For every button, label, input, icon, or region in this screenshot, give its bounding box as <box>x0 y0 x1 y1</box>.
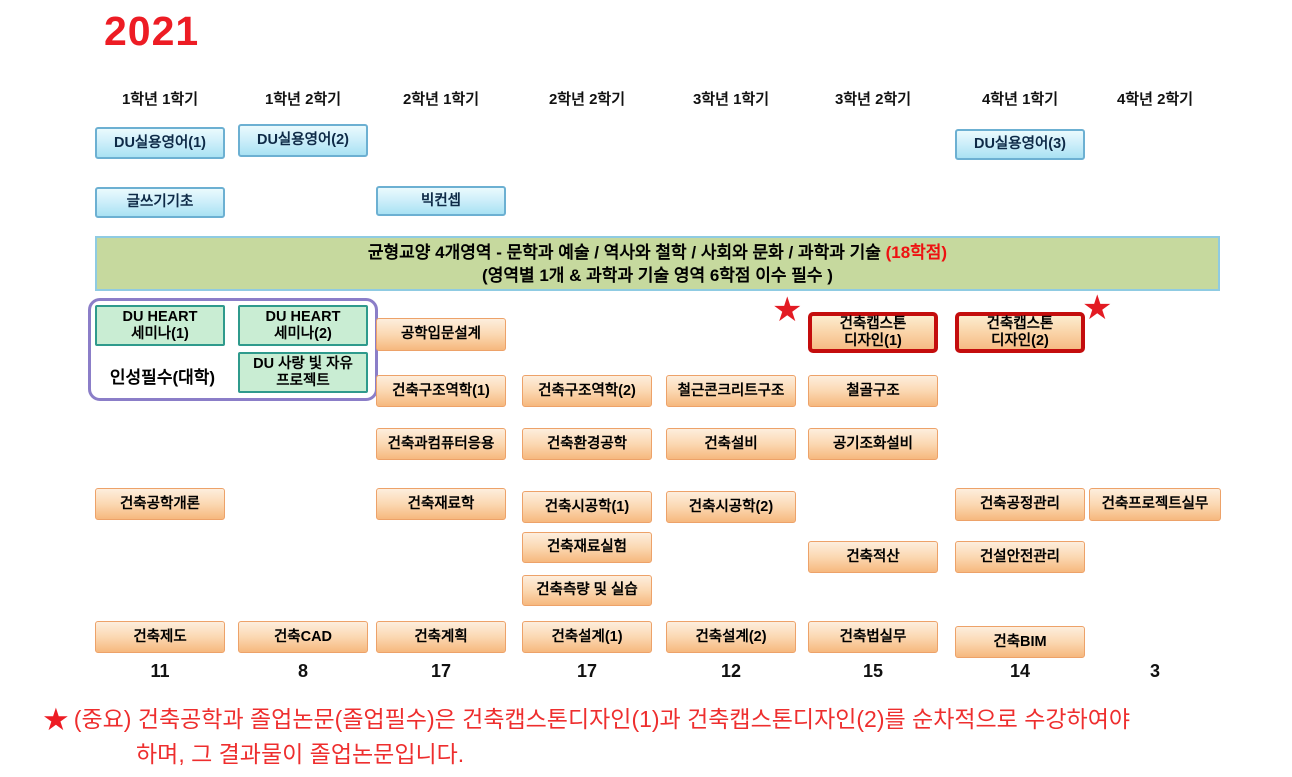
course-box: 글쓰기기초 <box>95 187 225 218</box>
column-total: 12 <box>720 661 742 681</box>
course-box: DU실용영어(2) <box>238 124 368 157</box>
course-box: 건축공정관리 <box>955 488 1085 521</box>
course-box: 건축BIM <box>955 626 1085 658</box>
column-total: 14 <box>1009 661 1031 681</box>
year-title: 2021 <box>104 8 200 54</box>
course-box: 건축설비 <box>666 428 796 460</box>
column-total: 11 <box>150 661 170 681</box>
course-box: 건축환경공학 <box>522 428 652 460</box>
column-total: 8 <box>297 661 308 681</box>
column-header: 2학년 2학기 <box>548 91 626 108</box>
general-education-banner: 균형교양 4개영역 - 문학과 예술 / 역사와 철학 / 사회와 문화 / 과… <box>95 236 1220 291</box>
course-box: DU실용영어(3) <box>955 129 1085 160</box>
course-box: DU실용영어(1) <box>95 127 225 159</box>
course-box: 건설안전관리 <box>955 541 1085 573</box>
course-box: 건축재료학 <box>376 488 506 520</box>
course-box: DU HEART 세미나(1) <box>95 305 225 346</box>
course-box: 건축재료실험 <box>522 532 652 563</box>
course-box: 건축적산 <box>808 541 938 573</box>
course-box: 빅컨셉 <box>376 186 506 216</box>
course-box: 건축캡스톤 디자인(1) <box>808 312 938 353</box>
course-box: 건축시공학(2) <box>666 491 796 523</box>
course-box: 건축구조역학(2) <box>522 375 652 407</box>
course-box: 철골구조 <box>808 375 938 407</box>
star-icon: ★ <box>42 702 70 737</box>
note-line1-text: (중요) 건축공학과 졸업논문(졸업필수)은 건축캡스톤디자인(1)과 건축캡스… <box>73 706 1131 732</box>
course-box: 철근콘크리트구조 <box>666 375 796 407</box>
column-header: 2학년 1학기 <box>402 91 480 108</box>
column-total: 17 <box>430 661 452 681</box>
column-header: 4학년 1학기 <box>981 91 1059 108</box>
banner-line2: (영역별 1개 & 과학과 기술 영역 6학점 이수 필수 ) <box>482 265 833 285</box>
note-line1: ★ (중요) 건축공학과 졸업논문(졸업필수)은 건축캡스톤디자인(1)과 건축캡… <box>42 702 1272 737</box>
course-box: 건축설계(1) <box>522 621 652 653</box>
star-icon: ★ <box>772 291 803 329</box>
course-box: 건축계획 <box>376 621 506 653</box>
course-box: 건축제도 <box>95 621 225 653</box>
column-total: 15 <box>862 661 884 681</box>
course-box: 건축프로젝트실무 <box>1089 488 1221 521</box>
note-line2: 하며, 그 결과물이 졸업논문입니다. <box>136 741 465 767</box>
banner-line1-text: 균형교양 4개영역 - 문학과 예술 / 역사와 철학 / 사회와 문화 / 과… <box>367 242 881 262</box>
course-box: 공학입문설계 <box>376 318 506 351</box>
course-box: 건축법실무 <box>808 621 938 653</box>
course-box: 건축구조역학(1) <box>376 375 506 407</box>
column-header: 1학년 1학기 <box>121 91 199 108</box>
column-header: 3학년 2학기 <box>834 91 912 108</box>
course-box: 건축공학개론 <box>95 488 225 520</box>
banner-credits: (18학점) <box>880 242 948 262</box>
course-box: 건축과컴퓨터응용 <box>376 428 506 460</box>
column-total: 17 <box>576 661 598 681</box>
course-box: DU 사랑 빛 자유 프로젝트 <box>238 352 368 393</box>
column-header: 3학년 1학기 <box>692 91 770 108</box>
course-box: 건축CAD <box>238 621 368 653</box>
column-total: 3 <box>1149 661 1160 681</box>
course-box: DU HEART 세미나(2) <box>238 305 368 346</box>
column-header: 1학년 2학기 <box>264 91 342 108</box>
graduation-note: ★ (중요) 건축공학과 졸업논문(졸업필수)은 건축캡스톤디자인(1)과 건축캡… <box>42 702 1272 771</box>
course-box: 건축캡스톤 디자인(2) <box>955 312 1085 353</box>
course-box: 공기조화설비 <box>808 428 938 460</box>
personality-required-label: 인성필수(대학) <box>109 368 216 387</box>
course-box: 건축측량 및 실습 <box>522 575 652 606</box>
banner-line1: 균형교양 4개영역 - 문학과 예술 / 역사와 철학 / 사회와 문화 / 과… <box>368 241 947 264</box>
course-box: 건축시공학(1) <box>522 491 652 523</box>
star-icon: ★ <box>1082 289 1113 327</box>
column-header: 4학년 2학기 <box>1116 91 1194 108</box>
course-box: 건축설계(2) <box>666 621 796 653</box>
